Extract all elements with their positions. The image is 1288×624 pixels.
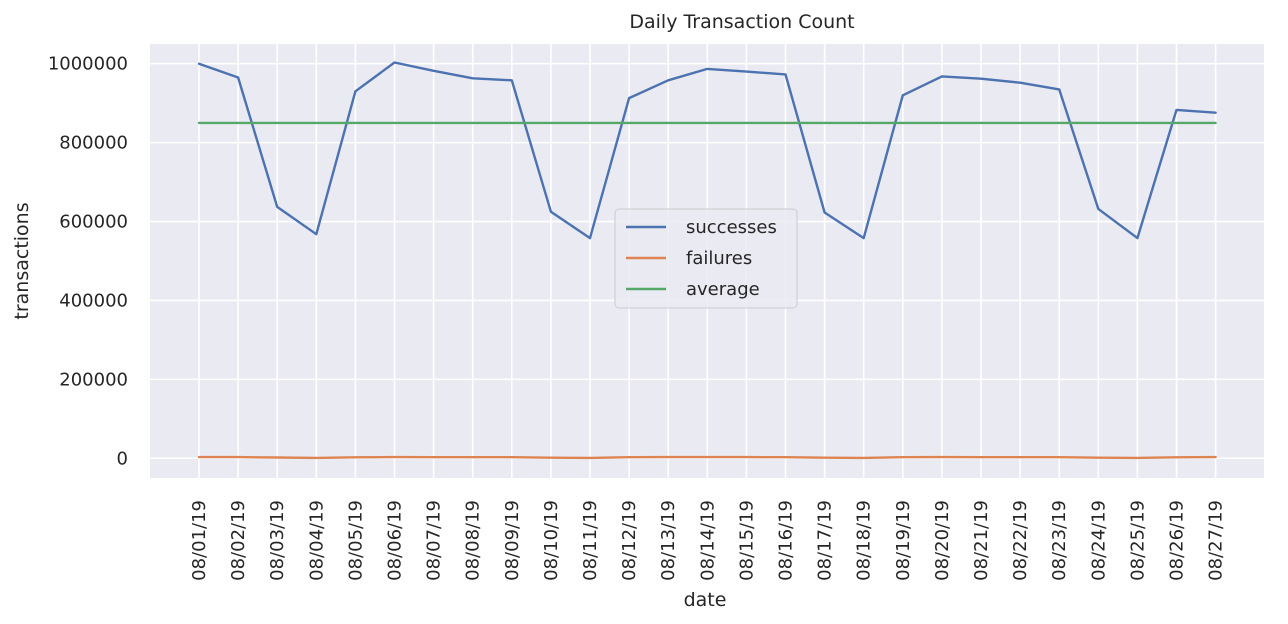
x-tick-label: 08/21/19 [971,500,992,581]
y-tick-label: 1000000 [48,54,128,75]
y-axis-label: transactions [11,202,33,319]
x-tick-label: 08/27/19 [1206,500,1227,581]
legend-box [614,208,798,309]
x-tick-label: 08/01/19 [189,500,210,581]
x-tick-label: 08/03/19 [267,500,288,581]
x-tick-label: 08/18/19 [854,500,875,581]
x-tick-label: 08/02/19 [228,500,249,581]
y-tick-label: 800000 [59,133,128,154]
x-tick-label: 08/06/19 [385,500,406,581]
x-tick-label: 08/05/19 [345,500,366,581]
x-tick-label: 08/12/19 [619,500,640,581]
y-tick-label: 600000 [59,212,128,233]
x-tick-label: 08/16/19 [776,500,797,581]
series-line-failures [197,455,1217,460]
x-tick-label: 08/07/19 [424,500,445,581]
x-tick-label: 08/09/19 [502,500,523,581]
y-tick-label: 400000 [59,290,128,311]
series-line-successes [197,61,1217,240]
legend: successes failures average [614,208,798,309]
x-tick-labels: 08/01/19 08/02/19 08/03/19 08/04/19 08/05/19… [189,500,1227,581]
x-tick-label: 08/22/19 [1010,500,1031,581]
x-tick-label: 08/19/19 [893,500,914,581]
x-tick-label: 08/26/19 [1167,500,1188,581]
x-tick-label: 08/04/19 [306,500,327,581]
x-tick-label: 08/11/19 [580,500,601,581]
y-tick-labels: 0 200000 400000 600000 800000 1000000 [48,54,128,470]
x-tick-label: 08/20/19 [932,500,953,581]
x-tick-label: 08/13/19 [658,500,679,581]
chart-title: Daily Transaction Count [629,11,854,33]
y-tick-label: 200000 [59,369,128,390]
legend-label-successes: successes [686,217,777,238]
legend-label-failures: failures [686,248,752,269]
x-tick-label: 08/25/19 [1127,500,1148,581]
x-tick-label: 08/24/19 [1088,500,1109,581]
x-tick-label: 08/14/19 [697,500,718,581]
x-axis-label: date [684,589,727,611]
x-tick-label: 08/10/19 [541,500,562,581]
y-tick-label: 0 [117,448,128,469]
x-tick-label: 08/08/19 [463,500,484,581]
x-tick-label: 08/17/19 [815,500,836,581]
x-tick-label: 08/23/19 [1049,500,1070,581]
legend-label-average: average [686,279,760,300]
x-tick-label: 08/15/19 [736,500,757,581]
series-lines [197,61,1217,460]
